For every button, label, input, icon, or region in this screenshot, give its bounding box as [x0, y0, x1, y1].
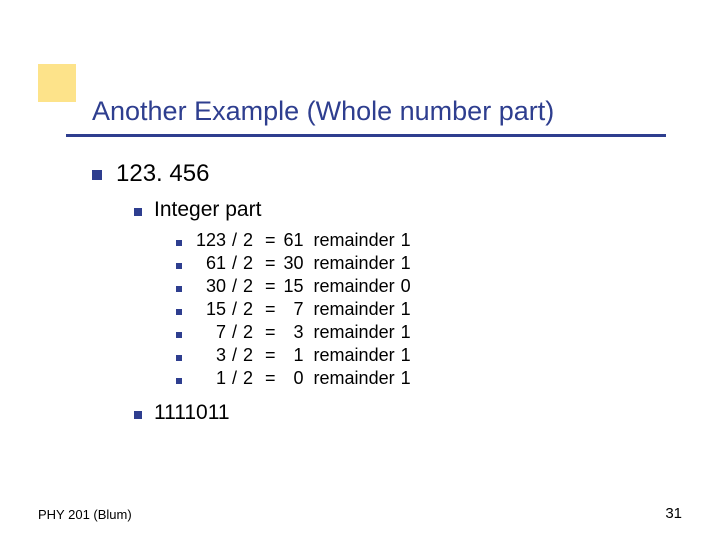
divisor: 2 [243, 253, 253, 274]
square-bullet-icon [176, 332, 182, 338]
remainder-value: 1 [401, 345, 411, 366]
remainder-word: remainder [310, 322, 395, 343]
bullet-level2: Integer part [134, 198, 652, 222]
divide-symbol: / [232, 253, 237, 274]
level2-text: Integer part [154, 198, 261, 222]
division-step: 123 / 2 = 61 remainder 1 [176, 230, 652, 251]
divide-symbol: / [232, 368, 237, 389]
result-text: 1111011 [154, 401, 230, 425]
divisor: 2 [243, 322, 253, 343]
dividend: 1 [192, 368, 226, 389]
divisor: 2 [243, 230, 253, 251]
remainder-word: remainder [310, 253, 395, 274]
division-step: 15 / 2 = 7 remainder 1 [176, 299, 652, 320]
dividend: 7 [192, 322, 226, 343]
dividend: 15 [192, 299, 226, 320]
level1-text: 123. 456 [116, 160, 209, 188]
division-line: 1 / 2 = 0 remainder 1 [192, 368, 417, 389]
division-step: 7 / 2 = 3 remainder 1 [176, 322, 652, 343]
equals-symbol: = [259, 299, 276, 320]
square-bullet-icon [176, 240, 182, 246]
quotient: 7 [282, 299, 304, 320]
remainder-value: 1 [401, 299, 411, 320]
division-steps: 123/2=61remainder161/2=30remainder130/2=… [92, 230, 652, 389]
equals-symbol: = [259, 253, 276, 274]
remainder-value: 1 [401, 368, 411, 389]
slide-title-text: Another Example (Whole number part) [92, 96, 554, 126]
division-step: 1 / 2 = 0 remainder 1 [176, 368, 652, 389]
division-line: 123 / 2 = 61 remainder 1 [192, 230, 417, 251]
square-bullet-icon [92, 170, 102, 180]
square-bullet-icon [176, 286, 182, 292]
dividend: 123 [192, 230, 226, 251]
divisor: 2 [243, 345, 253, 366]
remainder-word: remainder [310, 230, 395, 251]
divide-symbol: / [232, 276, 237, 297]
bullet-result: 1111011 [134, 401, 652, 425]
square-bullet-icon [176, 309, 182, 315]
quotient: 61 [282, 230, 304, 251]
quotient: 15 [282, 276, 304, 297]
dividend: 61 [192, 253, 226, 274]
divide-symbol: / [232, 299, 237, 320]
title-underline [66, 134, 666, 137]
remainder-value: 0 [401, 276, 411, 297]
dividend: 30 [192, 276, 226, 297]
divide-symbol: / [232, 230, 237, 251]
square-bullet-icon [176, 355, 182, 361]
quotient: 3 [282, 322, 304, 343]
divide-symbol: / [232, 345, 237, 366]
remainder-word: remainder [310, 299, 395, 320]
remainder-word: remainder [310, 368, 395, 389]
bullet-level1: 123. 456 [92, 160, 652, 188]
equals-symbol: = [259, 368, 276, 389]
division-line: 15 / 2 = 7 remainder 1 [192, 299, 417, 320]
division-step: 30 / 2 = 15 remainder 0 [176, 276, 652, 297]
equals-symbol: = [259, 276, 276, 297]
square-bullet-icon [134, 208, 142, 216]
square-bullet-icon [176, 263, 182, 269]
division-line: 7 / 2 = 3 remainder 1 [192, 322, 417, 343]
equals-symbol: = [259, 345, 276, 366]
divisor: 2 [243, 276, 253, 297]
dividend: 3 [192, 345, 226, 366]
remainder-word: remainder [310, 276, 395, 297]
remainder-value: 1 [401, 322, 411, 343]
square-bullet-icon [176, 378, 182, 384]
quotient: 0 [282, 368, 304, 389]
corner-accent [38, 64, 76, 102]
square-bullet-icon [134, 411, 142, 419]
slide-body: 123. 456 Integer part 123/2=61remainder1… [92, 160, 652, 433]
division-line: 30 / 2 = 15 remainder 0 [192, 276, 417, 297]
divisor: 2 [243, 299, 253, 320]
divide-symbol: / [232, 322, 237, 343]
quotient: 30 [282, 253, 304, 274]
division-step: 3 / 2 = 1 remainder 1 [176, 345, 652, 366]
footer-page-number: 31 [665, 505, 682, 522]
division-line: 61 / 2 = 30 remainder 1 [192, 253, 417, 274]
remainder-word: remainder [310, 345, 395, 366]
slide: Another Example (Whole number part) 123.… [0, 0, 720, 540]
equals-symbol: = [259, 322, 276, 343]
remainder-value: 1 [401, 230, 411, 251]
division-line: 3 / 2 = 1 remainder 1 [192, 345, 417, 366]
footer-left: PHY 201 (Blum) [38, 507, 132, 522]
division-step: 61 / 2 = 30 remainder 1 [176, 253, 652, 274]
divisor: 2 [243, 368, 253, 389]
remainder-value: 1 [401, 253, 411, 274]
equals-symbol: = [259, 230, 276, 251]
slide-title: Another Example (Whole number part) [92, 96, 692, 127]
quotient: 1 [282, 345, 304, 366]
